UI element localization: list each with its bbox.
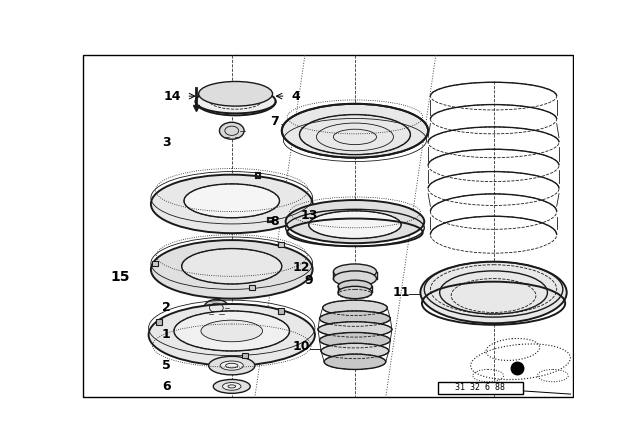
Ellipse shape <box>420 262 566 323</box>
Ellipse shape <box>182 249 282 284</box>
Ellipse shape <box>201 320 262 342</box>
Ellipse shape <box>333 264 376 280</box>
Ellipse shape <box>223 383 241 390</box>
Ellipse shape <box>319 311 390 326</box>
Ellipse shape <box>318 322 392 337</box>
Ellipse shape <box>220 361 243 370</box>
Text: 3: 3 <box>162 136 171 149</box>
Text: 9: 9 <box>305 275 313 288</box>
Text: 7: 7 <box>269 115 278 128</box>
Ellipse shape <box>151 175 312 233</box>
Text: 12: 12 <box>292 261 310 274</box>
Bar <box>278 308 284 314</box>
Bar <box>278 242 284 247</box>
Ellipse shape <box>198 82 273 106</box>
Ellipse shape <box>285 200 424 243</box>
Ellipse shape <box>323 300 387 315</box>
Ellipse shape <box>148 304 315 366</box>
Text: 1: 1 <box>162 328 171 341</box>
Ellipse shape <box>204 299 228 316</box>
Ellipse shape <box>151 240 312 299</box>
Ellipse shape <box>213 379 250 393</box>
Ellipse shape <box>319 332 390 348</box>
Ellipse shape <box>174 311 289 351</box>
Text: 10: 10 <box>292 340 310 353</box>
Bar <box>156 319 163 325</box>
Ellipse shape <box>324 354 386 370</box>
Bar <box>248 284 255 290</box>
Ellipse shape <box>196 88 276 116</box>
Text: 31 32 6 88: 31 32 6 88 <box>456 383 506 392</box>
Text: 6: 6 <box>162 380 171 393</box>
Ellipse shape <box>209 356 255 375</box>
Bar <box>242 353 248 358</box>
Text: 2: 2 <box>162 302 171 314</box>
Ellipse shape <box>308 211 401 238</box>
Text: 11: 11 <box>392 286 410 299</box>
Ellipse shape <box>282 104 428 158</box>
Ellipse shape <box>184 184 280 218</box>
Ellipse shape <box>220 122 244 139</box>
Text: 4: 4 <box>291 90 300 103</box>
Bar <box>152 261 158 266</box>
Text: 8: 8 <box>270 215 278 228</box>
Text: 5: 5 <box>162 359 171 372</box>
Bar <box>438 382 523 394</box>
Text: 13: 13 <box>300 209 317 222</box>
Text: 15: 15 <box>110 270 130 284</box>
Ellipse shape <box>333 271 376 286</box>
Text: 14: 14 <box>164 90 181 103</box>
Ellipse shape <box>338 286 372 299</box>
Ellipse shape <box>338 280 372 293</box>
Ellipse shape <box>321 343 389 359</box>
